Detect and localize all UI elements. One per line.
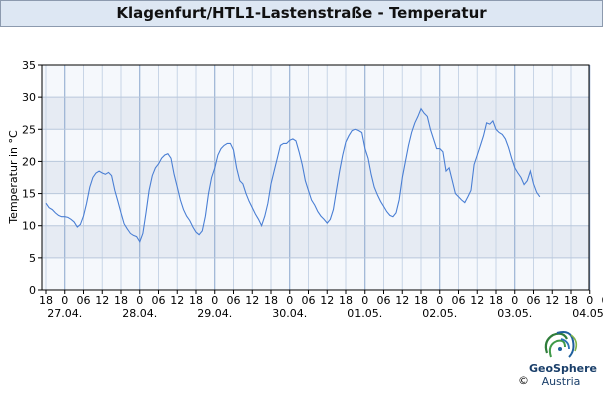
x-tick-label: 06	[302, 294, 316, 307]
chart-title: Klagenfurt/HTL1-Lastenstraße - Temperatu…	[0, 0, 603, 27]
x-tick-label: 12	[170, 294, 184, 307]
x-tick-label: 0	[286, 294, 293, 307]
y-axis-ticks: 0 5 10 15 20 25 30 35	[22, 59, 42, 297]
geosphere-logo-icon	[544, 331, 578, 358]
y-tick-label: 10	[22, 220, 36, 233]
x-tick-label: 06	[602, 294, 603, 307]
y-tick-label: 35	[22, 59, 36, 72]
x-tick-label: 18	[39, 294, 53, 307]
x-tick-label: 18	[339, 294, 353, 307]
logo-name: GeoSphere	[529, 362, 598, 375]
background-band	[42, 161, 589, 194]
x-tick-label: 18	[264, 294, 278, 307]
x-date-label: 02.05.	[422, 307, 457, 320]
x-tick-label: 18	[414, 294, 428, 307]
y-tick-label: 20	[22, 155, 36, 168]
y-tick-label: 25	[22, 123, 36, 136]
x-axis-date-labels: 27.04. 28.04. 29.04. 30.04. 01.05. 02.05. 03.0…	[47, 307, 603, 320]
x-tick-label: 12	[95, 294, 109, 307]
x-tick-label: 12	[395, 294, 409, 307]
x-tick-label: 0	[361, 294, 368, 307]
x-tick-label: 18	[189, 294, 203, 307]
vertical-gridlines	[45, 65, 591, 290]
plot-background-bands	[42, 65, 589, 290]
x-tick-label: 06	[227, 294, 241, 307]
x-tick-label: 0	[136, 294, 143, 307]
x-tick-label: 06	[152, 294, 166, 307]
x-tick-label: 0	[61, 294, 68, 307]
x-tick-label: 12	[245, 294, 259, 307]
x-date-label: 27.04.	[47, 307, 82, 320]
x-date-label: 01.05.	[347, 307, 382, 320]
x-tick-label: 18	[114, 294, 128, 307]
y-tick-label: 30	[22, 91, 36, 104]
x-date-label: 29.04.	[197, 307, 232, 320]
x-tick-label: 18	[564, 294, 578, 307]
copyright-symbol: ©	[518, 374, 529, 387]
x-axis-ticks: 18 0 06 12 18 0 06 12 18 0 06 12 18 0 06 12 18 0 06 12 18 0 06…	[39, 290, 603, 307]
y-tick-label: 0	[29, 284, 36, 297]
temperature-series-line	[45, 107, 541, 244]
x-tick-label: 0	[211, 294, 218, 307]
x-tick-label: 06	[452, 294, 466, 307]
x-tick-label: 12	[320, 294, 334, 307]
y-axis-label: Temperatur in °C	[7, 130, 20, 225]
x-tick-label: 12	[545, 294, 559, 307]
x-tick-label: 06	[377, 294, 391, 307]
x-tick-label: 0	[436, 294, 443, 307]
background-band	[42, 225, 589, 258]
x-tick-label: 18	[489, 294, 503, 307]
x-tick-label: 06	[527, 294, 541, 307]
x-date-label: 28.04.	[122, 307, 157, 320]
background-band	[42, 97, 589, 130]
logo-subtitle: Austria	[541, 375, 581, 388]
x-date-label: 04.05.	[572, 307, 603, 320]
x-tick-label: 0	[586, 294, 593, 307]
y-tick-label: 5	[29, 252, 36, 265]
x-date-label: 03.05.	[497, 307, 532, 320]
plot-border	[41, 64, 590, 291]
x-tick-label: 12	[470, 294, 484, 307]
x-date-label: 30.04.	[272, 307, 307, 320]
x-tick-label: 06	[77, 294, 91, 307]
y-tick-label: 15	[22, 188, 36, 201]
x-tick-label: 0	[511, 294, 518, 307]
